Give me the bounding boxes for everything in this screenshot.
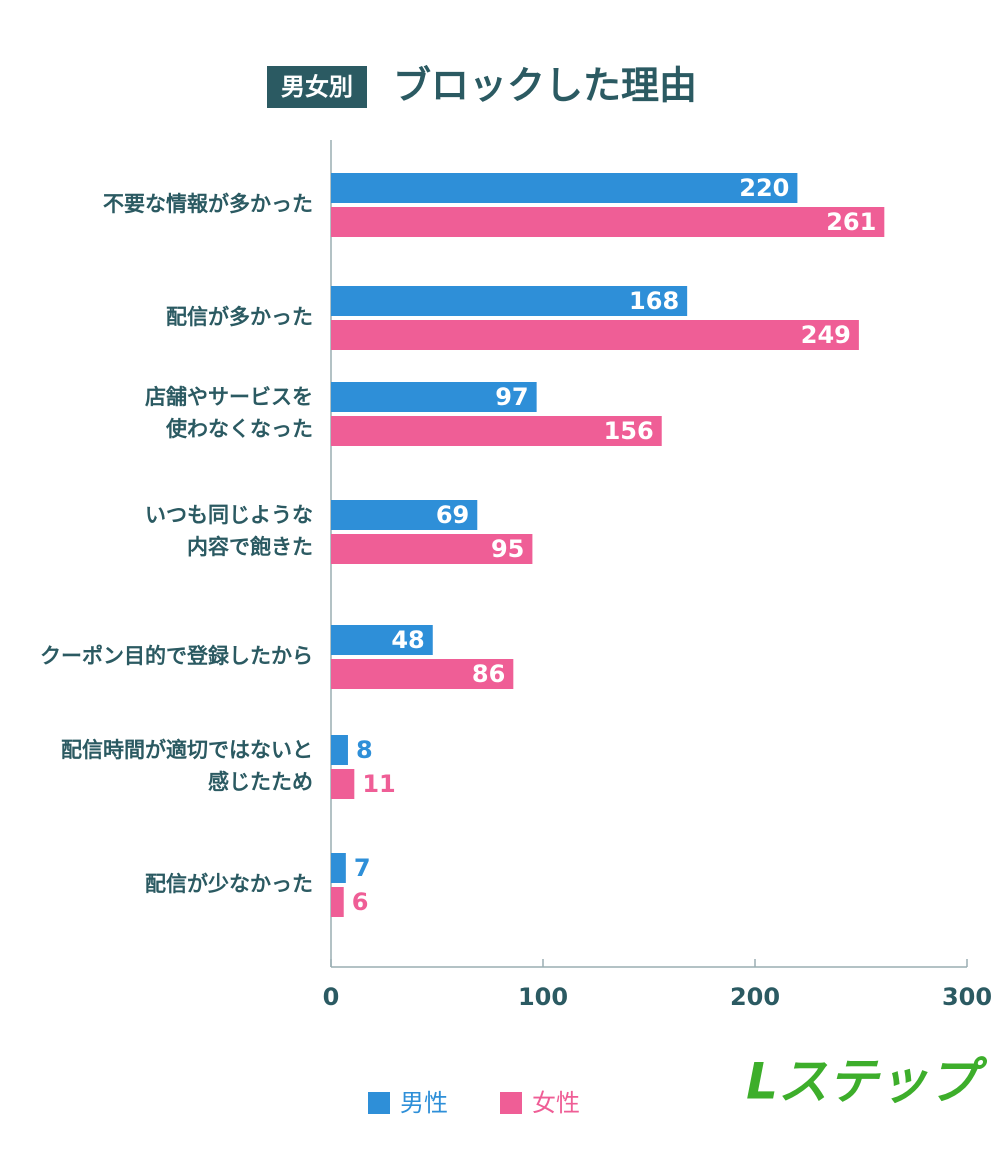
value-label: 168 <box>629 287 679 315</box>
value-label: 261 <box>826 208 876 236</box>
value-label: 7 <box>354 854 371 882</box>
y-tick-label: 配信が多かった <box>166 305 313 329</box>
value-label: 11 <box>362 770 395 798</box>
value-label: 6 <box>352 888 369 916</box>
bar <box>331 659 514 689</box>
value-label: 220 <box>739 174 789 202</box>
bar <box>331 207 885 237</box>
bar <box>331 769 355 799</box>
legend-swatch <box>500 1092 522 1114</box>
badge-bg <box>267 66 367 108</box>
badge: 男女別 <box>281 73 353 101</box>
bar <box>331 853 346 883</box>
bar <box>331 735 348 765</box>
bar <box>331 320 859 350</box>
y-tick-label: 不要な情報が多かった <box>103 192 313 216</box>
bar <box>331 887 344 917</box>
logo: Lステップ <box>746 1053 988 1111</box>
value-label: 86 <box>472 660 505 688</box>
bar <box>331 534 533 564</box>
value-label: 48 <box>391 626 424 654</box>
bar <box>331 173 798 203</box>
x-tick-label: 0 <box>323 983 340 1011</box>
legend-label: 女性 <box>532 1089 580 1117</box>
y-tick-label: 配信が少なかった <box>145 872 313 896</box>
y-tick-label: いつも同じような内容で飽きた <box>145 503 313 559</box>
bar <box>331 416 662 446</box>
legend-label: 男性 <box>400 1089 448 1117</box>
y-tick-label: 店舗やサービスを使わなくなった <box>145 385 313 441</box>
value-label: 8 <box>356 736 373 764</box>
chart-title: ブロックした理由 <box>393 64 697 108</box>
y-tick-label: クーポン目的で登録したから <box>40 644 313 668</box>
value-label: 97 <box>495 383 528 411</box>
x-tick-label: 100 <box>518 983 568 1011</box>
legend-swatch <box>368 1092 390 1114</box>
y-tick-label: 配信時間が適切ではないと感じたため <box>61 738 313 794</box>
x-tick-label: 300 <box>942 983 992 1011</box>
bar <box>331 500 478 530</box>
bar <box>331 625 433 655</box>
x-tick-label: 200 <box>730 983 780 1011</box>
value-label: 249 <box>801 321 851 349</box>
value-label: 156 <box>604 417 654 445</box>
value-label: 69 <box>436 501 469 529</box>
bar <box>331 382 537 412</box>
bar <box>331 286 688 316</box>
value-label: 95 <box>491 535 524 563</box>
